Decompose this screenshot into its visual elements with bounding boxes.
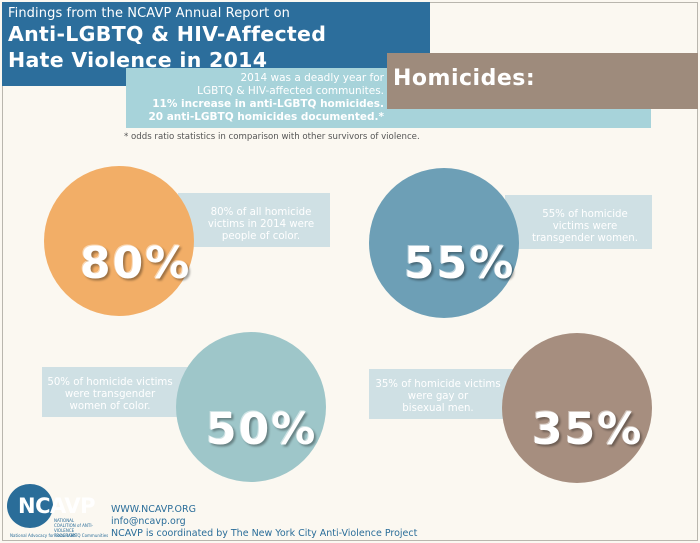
stat-3-line-1: 50% of homicide victims xyxy=(47,377,173,388)
homicides-banner: Homicides: xyxy=(387,53,698,109)
intro-line-2: LGBTQ & HIV-affected communites. xyxy=(197,85,384,97)
intro-line-3: 11% increase in anti-LGBTQ homicides. xyxy=(152,98,384,110)
stat-text-2: 55% of homicide victims were transgender… xyxy=(522,209,648,245)
logo-tagline: National Advocacy for Local LGBTQ Commun… xyxy=(10,533,109,538)
stat-1-line-1: 80% of all homicide xyxy=(210,207,312,218)
coordinated-by-text: NCAVP is coordinated by The New York Cit… xyxy=(111,528,418,539)
intro-panel-extension xyxy=(387,109,651,128)
stat-text-1: 80% of all homicide victims in 2014 were… xyxy=(196,207,326,243)
ncavp-logo xyxy=(7,484,53,528)
stat-label-box-3 xyxy=(42,367,194,417)
stat-percent-4: 35% xyxy=(532,404,644,455)
stat-label-box-4 xyxy=(369,369,519,419)
section-title: Homicides: xyxy=(393,66,536,91)
stat-2-line-1: 55% of homicide xyxy=(542,209,628,220)
stat-4-line-2: were gay or xyxy=(407,391,469,402)
stat-circle-4 xyxy=(502,333,652,483)
intro-text: 2014 was a deadly year for LGBTQ & HIV-a… xyxy=(128,72,384,124)
intro-line-4: 20 anti-LGBTQ homicides documented.* xyxy=(148,111,384,123)
stat-label-box-2 xyxy=(505,195,652,249)
stat-circle-2 xyxy=(369,168,519,318)
stat-3-line-3: women of color. xyxy=(69,401,151,412)
stat-circle-3 xyxy=(176,332,326,482)
stat-text-4: 35% of homicide victims were gay or bise… xyxy=(372,379,504,415)
stat-4-line-1: 35% of homicide victims xyxy=(375,379,501,390)
logo-subtitle: NATIONAL COALITION of ANTI-VIOLENCE PROG… xyxy=(54,518,93,538)
stat-circle-1 xyxy=(44,166,194,316)
stat-1-line-2: victims in 2014 were xyxy=(207,219,315,230)
stat-2-line-2: victims were xyxy=(552,221,618,232)
stat-percent-2: 55% xyxy=(404,238,516,289)
website-link[interactable]: WWW.NCAVP.ORG xyxy=(111,504,196,515)
intro-line-1: 2014 was a deadly year for xyxy=(240,72,384,84)
intro-panel xyxy=(126,68,387,128)
title-line-1: Anti-LGBTQ & HIV-Affected xyxy=(8,22,327,46)
report-kicker: Findings from the NCAVP Annual Report on xyxy=(8,6,290,21)
footnote: * odds ratio statistics in comparison wi… xyxy=(124,132,420,142)
stat-2-line-3: transgender women. xyxy=(532,233,638,244)
stat-label-box-1 xyxy=(178,193,330,247)
email-link[interactable]: info@ncavp.org xyxy=(111,516,186,527)
stat-percent-1: 80% xyxy=(80,238,192,289)
stat-text-3: 50% of homicide victims were transgender… xyxy=(44,377,176,413)
stat-1-line-3: people of color. xyxy=(221,231,301,242)
logo-wordmark: NCAVP xyxy=(18,494,95,518)
stat-3-line-2: were transgender xyxy=(64,389,156,400)
stat-percent-3: 50% xyxy=(206,404,318,455)
stat-4-line-3: bisexual men. xyxy=(402,403,474,414)
